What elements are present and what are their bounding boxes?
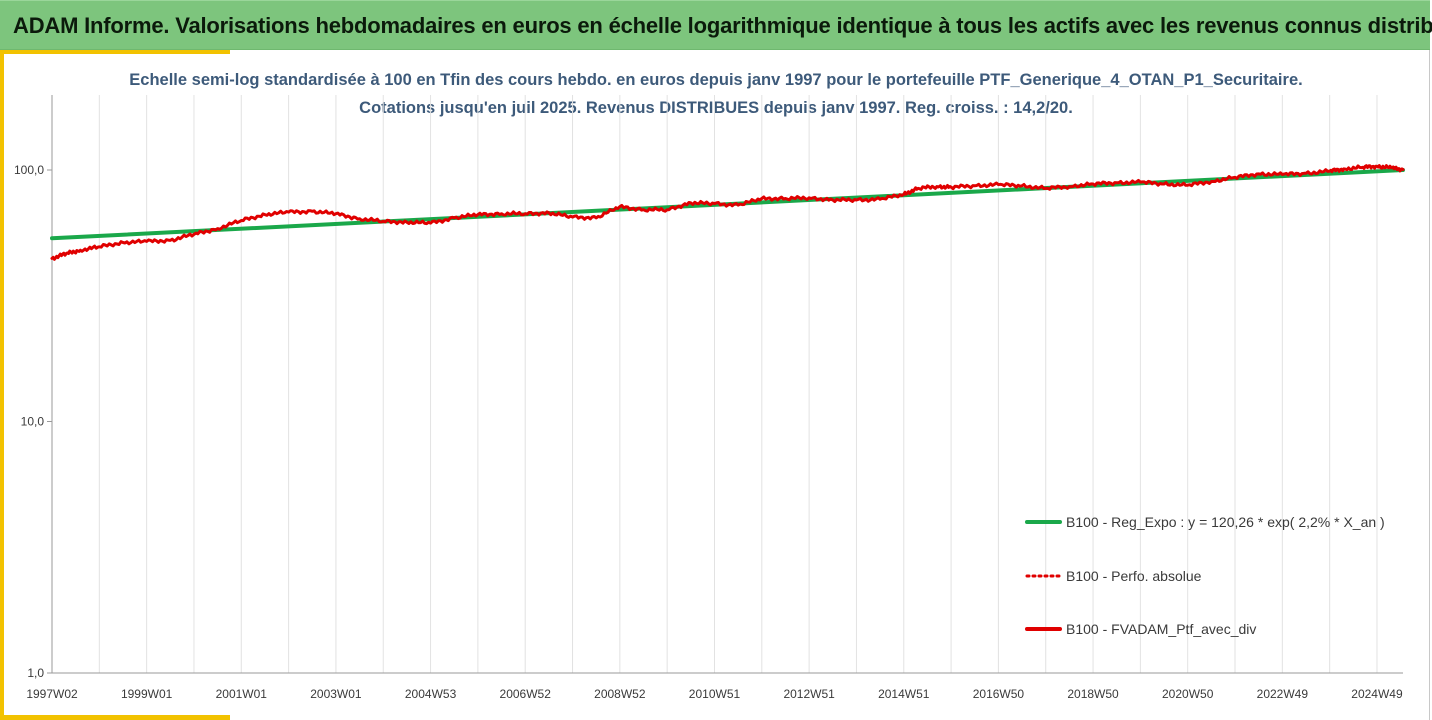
chart-subtitle: Cotations jusqu'en juil 2025. Revenus DI… [359, 99, 1073, 117]
x-tick-label: 2018W50 [1067, 687, 1119, 701]
report-title: ADAM Informe. Valorisations hebdomadaire… [13, 13, 1432, 38]
accent-bar-bottom [0, 715, 230, 720]
x-tick-label: 1997W02 [26, 687, 78, 701]
legend-label: B100 - FVADAM_Ptf_avec_div [1066, 621, 1256, 637]
x-tick-label: 2022W49 [1257, 687, 1309, 701]
y-tick-labels: 1,0 10,0 100,0 [14, 163, 52, 680]
y-tick-label: 100,0 [14, 163, 44, 177]
legend-label: B100 - Reg_Expo : y = 120,26 * exp( 2,2%… [1066, 514, 1385, 530]
accent-bar-top [0, 50, 230, 54]
vertical-grid [51, 95, 1378, 673]
accent-bar-left [0, 50, 4, 720]
frame-border-right [1429, 50, 1430, 720]
x-tick-label: 2020W50 [1162, 687, 1214, 701]
x-tick-labels: 1997W02 1999W01 2001W01 2003W01 2004W53 2006W… [26, 687, 1403, 701]
x-tick-label: 2024W49 [1351, 687, 1403, 701]
x-tick-label: 2012W51 [783, 687, 835, 701]
chart-title: Echelle semi-log standardisée à 100 en T… [129, 71, 1303, 89]
x-tick-label: 2003W01 [310, 687, 362, 701]
series-lines [50, 164, 1405, 261]
x-tick-label: 2016W50 [973, 687, 1025, 701]
series-line-3 [50, 164, 1405, 261]
x-tick-label: 2014W51 [878, 687, 930, 701]
y-tick-label: 1,0 [27, 666, 44, 680]
x-tick-label: 2010W51 [689, 687, 741, 701]
x-tick-label: 1999W01 [121, 687, 173, 701]
x-tick-label: 2001W01 [216, 687, 268, 701]
x-tick-label: 2004W53 [405, 687, 457, 701]
x-tick-label: 2006W52 [500, 687, 552, 701]
report-banner: ADAM Informe. Valorisations hebdomadaire… [0, 0, 1432, 50]
y-tick-label: 10,0 [21, 415, 45, 429]
legend: B100 - Reg_Expo : y = 120,26 * exp( 2,2%… [1025, 514, 1385, 637]
legend-label: B100 - Perfo. absolue [1066, 568, 1202, 584]
x-tick-label: 2008W52 [594, 687, 646, 701]
